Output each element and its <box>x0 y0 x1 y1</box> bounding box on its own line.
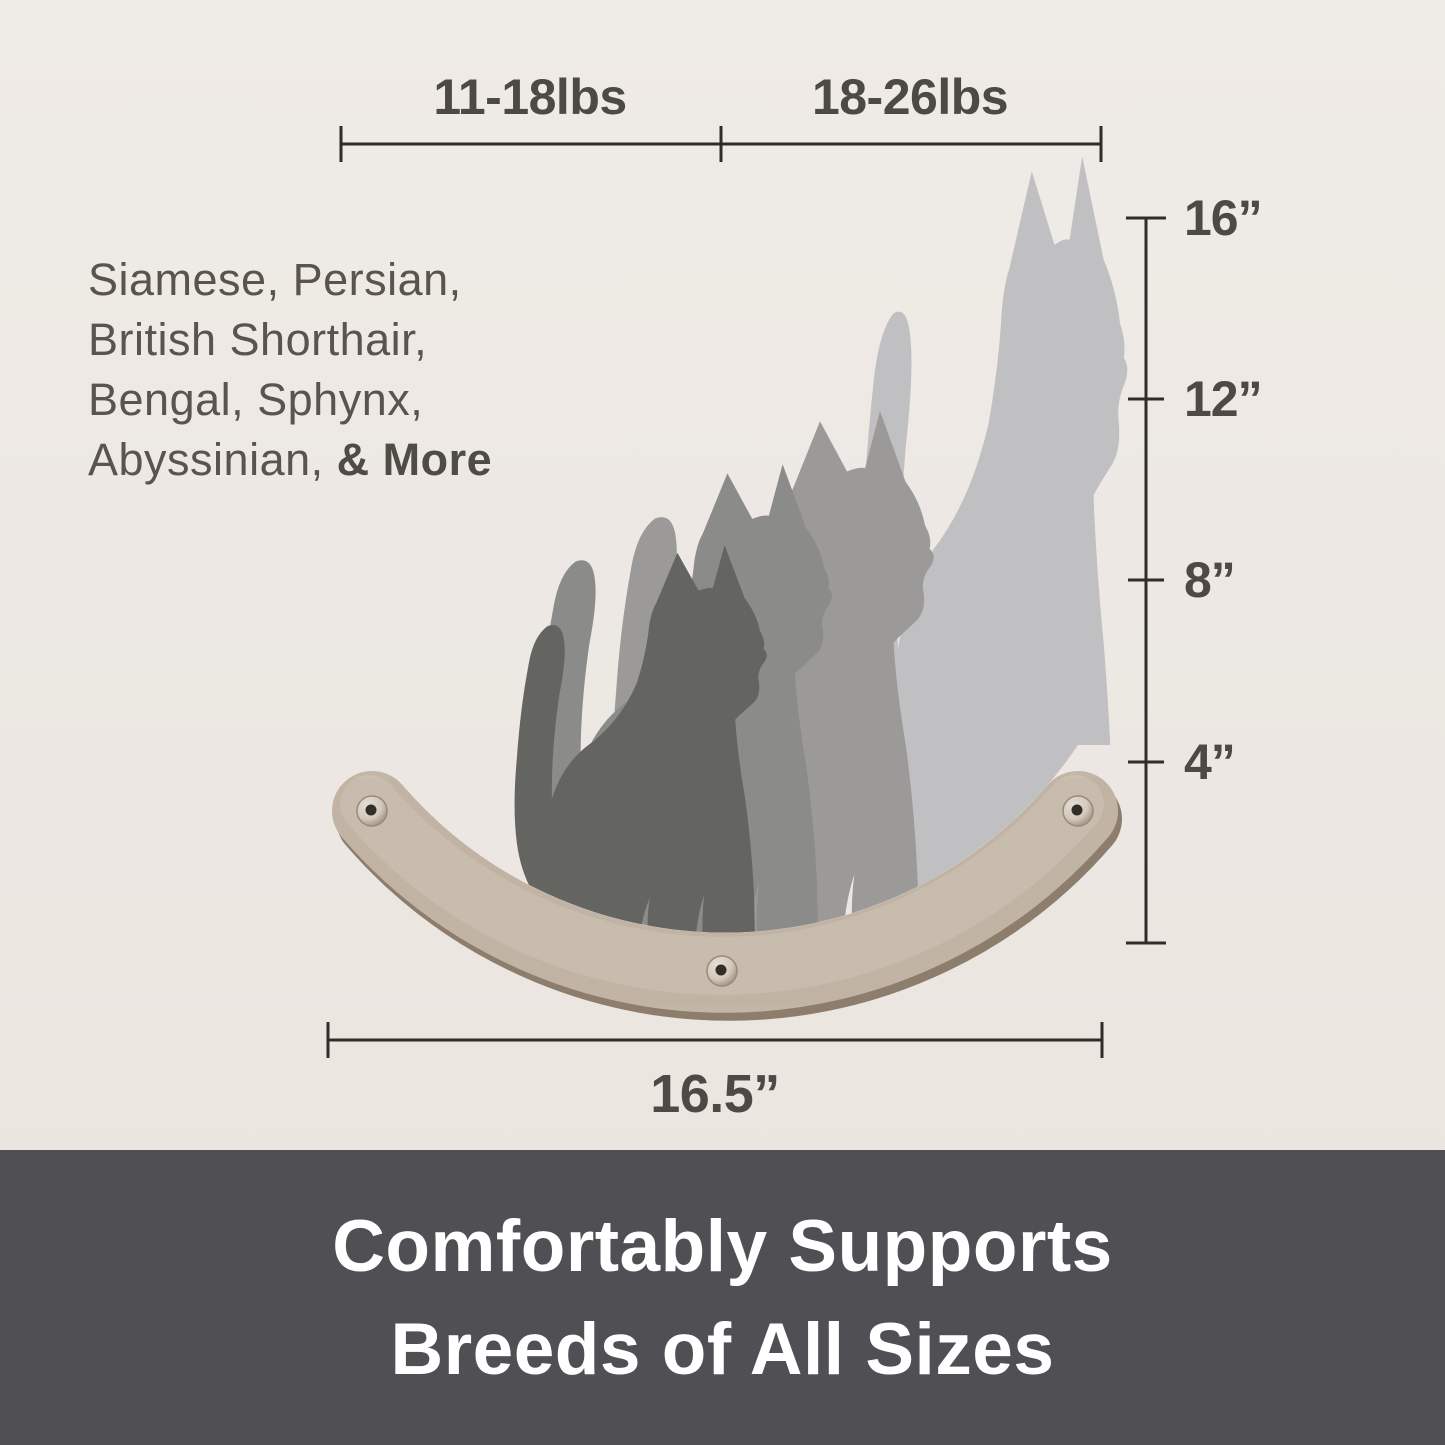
mounting-screw-center-icon <box>706 955 738 987</box>
height-label-4in: 4” <box>1184 734 1236 790</box>
mounting-screw-left-icon <box>356 795 388 827</box>
breed-line-2: British Shorthair, <box>88 314 428 365</box>
measurement-lines <box>326 126 1166 1058</box>
banner: Comfortably Supports Breeds of All Sizes <box>0 1150 1445 1445</box>
curved-perch <box>332 771 1122 1021</box>
breed-line-3: Bengal, Sphynx, <box>88 374 424 425</box>
banner-line-2: Breeds of All Sizes <box>390 1308 1055 1390</box>
width-label: 16.5” <box>650 1064 780 1124</box>
breed-line-4: Abyssinian, & More <box>88 430 608 490</box>
mounting-screw-right-icon <box>1062 795 1094 827</box>
breed-line-4-prefix: Abyssinian, <box>88 434 337 485</box>
breed-line-1: Siamese, Persian, <box>88 254 462 305</box>
breed-list: Siamese, Persian, British Shorthair, Ben… <box>88 250 608 490</box>
height-label-12in: 12” <box>1184 371 1263 427</box>
breed-line-4-bold: & More <box>336 434 493 485</box>
weight-range-small-label: 11-18lbs <box>433 69 627 125</box>
weight-range-large-label: 18-26lbs <box>811 69 1009 125</box>
height-label-16in: 16” <box>1184 190 1263 246</box>
banner-line-1: Comfortably Supports <box>332 1205 1113 1287</box>
height-label-8in: 8” <box>1184 552 1236 608</box>
